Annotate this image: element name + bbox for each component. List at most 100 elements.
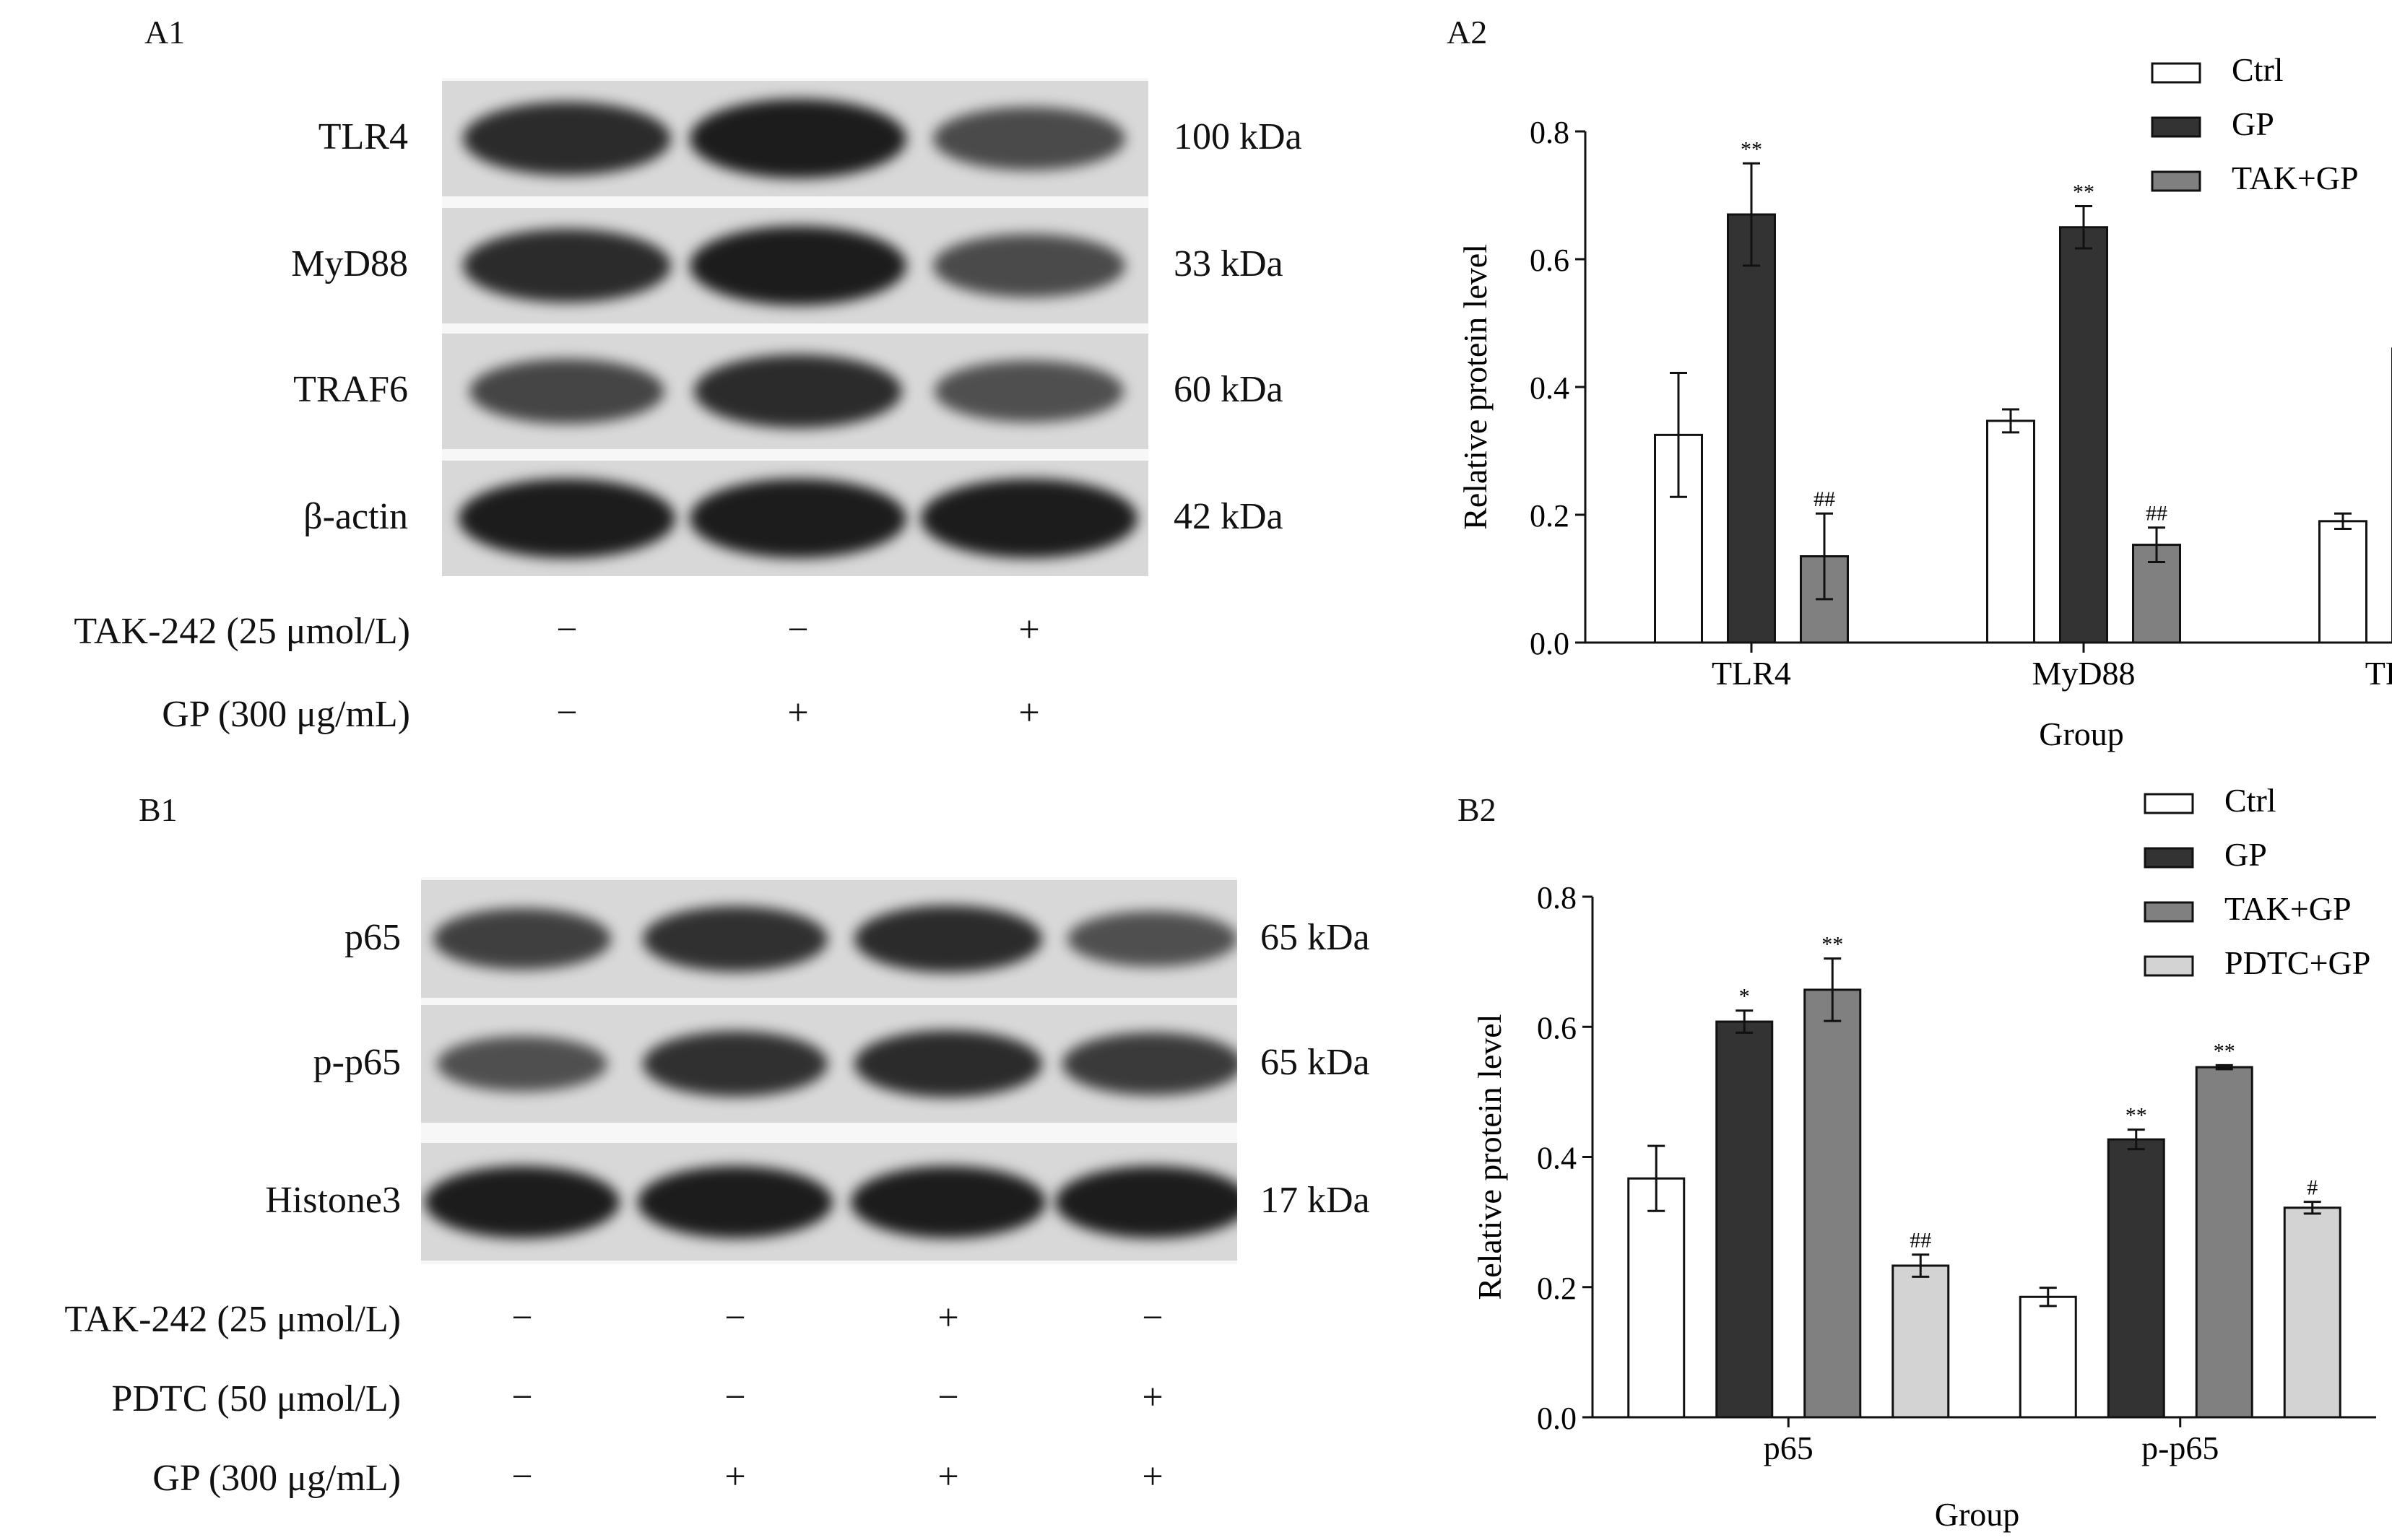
protein-label: p-p65: [313, 1041, 401, 1083]
legend-label: TAK+GP: [2232, 160, 2359, 196]
blot-strip: [442, 334, 1148, 449]
blot-strip: [421, 1143, 1237, 1261]
protein-band: [459, 479, 675, 558]
bar: [2059, 226, 2108, 644]
y-axis-title: Relative protein level: [1471, 1014, 1508, 1300]
bar: [1627, 1177, 1686, 1419]
significance-mark: **: [2073, 180, 2094, 204]
protein-band: [690, 226, 906, 305]
y-tick-label: 0.6: [1530, 243, 1569, 278]
molecular-weight-label: 100 kDa: [1174, 116, 1302, 157]
treatment-sign: −: [511, 1297, 533, 1339]
treatment-sign: +: [937, 1456, 959, 1497]
legend-swatch: [2144, 901, 2194, 923]
protein-band: [462, 228, 672, 303]
protein-label: TLR4: [318, 116, 408, 157]
western-blot-a1: [442, 78, 1148, 576]
blot-strip: [442, 461, 1148, 576]
protein-label: Histone3: [265, 1179, 401, 1221]
blot-strip: [442, 208, 1148, 323]
y-tick-label: 0.8: [1537, 880, 1577, 915]
blot-strip: [421, 880, 1237, 998]
bar: [2107, 1138, 2165, 1419]
legend-swatch: [2144, 955, 2194, 977]
treatment-sign: −: [556, 609, 578, 651]
molecular-weight-label: 60 kDa: [1174, 369, 1283, 410]
significance-mark: *: [1739, 985, 1750, 1009]
y-tick-label: 0.0: [1537, 1401, 1577, 1436]
protein-band: [462, 101, 672, 176]
significance-mark: #: [2307, 1176, 2318, 1200]
significance-mark: **: [2214, 1039, 2235, 1063]
protein-band: [642, 1031, 828, 1097]
protein-band: [1062, 1032, 1237, 1095]
protein-band: [932, 234, 1126, 297]
y-tick-label: 0.4: [1537, 1141, 1577, 1176]
molecular-weight-label: 33 kDa: [1174, 243, 1283, 284]
bar: [2195, 1066, 2253, 1419]
protein-band: [854, 905, 1042, 973]
treatment-label: TAK-242 (25 μmol/L): [74, 611, 410, 652]
protein-band: [693, 354, 903, 429]
protein-band: [921, 479, 1138, 558]
bar: [2318, 520, 2367, 644]
protein-band: [854, 1030, 1042, 1098]
treatment-sign: +: [1142, 1456, 1164, 1497]
legend-label: GP: [2224, 836, 2267, 873]
y-tick-label: 0.6: [1537, 1010, 1577, 1045]
significance-mark: ##: [1814, 487, 1835, 511]
treatment-sign: −: [511, 1377, 533, 1418]
treatment-sign: +: [1018, 609, 1040, 651]
significance-mark: **: [2126, 1104, 2147, 1128]
legend-swatch: [2151, 116, 2201, 138]
bar: [1727, 213, 1776, 644]
legend-label: Ctrl: [2224, 782, 2276, 819]
treatment-sign: −: [1142, 1297, 1164, 1339]
legend-swatch: [2144, 847, 2194, 869]
y-tick-label: 0.8: [1530, 115, 1569, 150]
x-axis-title: Group: [1935, 1496, 2020, 1533]
significance-mark: **: [1821, 933, 1843, 957]
x-tick-label: p-p65: [2141, 1430, 2219, 1466]
legend-swatch: [2151, 62, 2201, 84]
protein-band: [851, 1165, 1046, 1238]
x-tick-label: TRAF6: [2365, 655, 2392, 692]
y-tick-label: 0.2: [1537, 1271, 1577, 1306]
treatment-sign: −: [937, 1377, 959, 1418]
panel-label-b1: B1: [139, 791, 178, 828]
significance-mark: **: [1741, 137, 1762, 161]
treatment-sign: +: [724, 1456, 746, 1497]
treatment-label: TAK-242 (25 μmol/L): [64, 1299, 401, 1340]
x-tick-label: p65: [1764, 1430, 1814, 1466]
protein-label: p65: [344, 916, 401, 958]
treatment-label: PDTC (50 μmol/L): [111, 1378, 401, 1419]
x-axis-title: Group: [2039, 715, 2124, 752]
protein-label: β-actin: [303, 496, 408, 537]
y-axis-title: Relative protein level: [1457, 244, 1494, 530]
protein-band: [1055, 1165, 1237, 1238]
protein-band: [690, 479, 906, 558]
treatment-label: GP (300 μg/mL): [152, 1458, 401, 1499]
protein-band: [1067, 910, 1237, 967]
treatment-sign: −: [556, 692, 578, 734]
legend-swatch: [2151, 170, 2201, 192]
protein-label: TRAF6: [293, 369, 408, 410]
bar: [1986, 419, 2035, 644]
bar: [1892, 1264, 1950, 1419]
y-tick-label: 0.0: [1530, 626, 1569, 661]
treatment-sign: +: [937, 1297, 959, 1339]
western-blot-b1: [421, 877, 1237, 1264]
bar: [2283, 1206, 2341, 1419]
treatment-sign: +: [787, 692, 809, 734]
treatment-label: GP (300 μg/mL): [162, 694, 410, 735]
panel-label-b2: B2: [1457, 791, 1496, 828]
panel-label-a1: A1: [144, 14, 186, 51]
protein-band: [934, 360, 1124, 422]
protein-band: [436, 1035, 608, 1092]
blot-strip: [421, 1005, 1237, 1123]
protein-band: [932, 107, 1126, 170]
protein-band: [642, 906, 828, 972]
molecular-weight-label: 17 kDa: [1260, 1179, 1370, 1221]
molecular-weight-label: 42 kDa: [1174, 496, 1283, 537]
bar-chart-a2: 0.0 0.2 0.4 0.6 0.8 Relative protein level Gro…: [1457, 51, 2392, 752]
